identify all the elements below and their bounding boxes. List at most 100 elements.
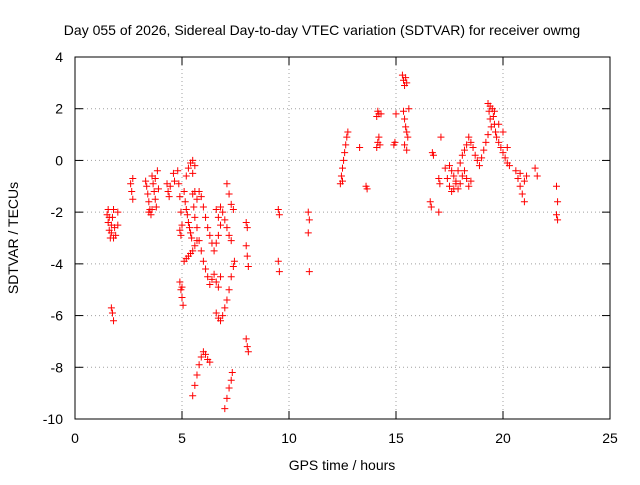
data-point — [242, 335, 250, 343]
data-point — [305, 268, 313, 276]
data-point — [182, 206, 190, 214]
data-point — [242, 242, 250, 250]
data-point — [197, 247, 205, 255]
data-point — [403, 128, 411, 136]
data-point — [435, 208, 443, 216]
data-point — [437, 133, 445, 141]
data-point — [229, 206, 237, 214]
data-point — [473, 156, 481, 164]
data-point — [242, 218, 250, 226]
data-point — [166, 182, 174, 190]
data-point — [391, 138, 399, 146]
data-point — [363, 185, 371, 193]
data-point — [195, 361, 203, 369]
data-point — [305, 216, 313, 224]
data-point — [217, 317, 225, 325]
x-tick-label: 0 — [71, 430, 79, 446]
data-point — [514, 175, 522, 183]
data-point — [244, 348, 252, 356]
data-point — [212, 239, 220, 247]
data-point — [337, 172, 345, 180]
data-point — [150, 187, 158, 195]
data-point — [197, 193, 205, 201]
data-point — [191, 162, 199, 170]
data-point — [176, 278, 184, 286]
data-point — [189, 247, 197, 255]
data-point — [227, 237, 235, 245]
data-point — [435, 175, 443, 183]
data-point — [210, 247, 218, 255]
data-point — [214, 213, 222, 221]
data-point — [274, 206, 282, 214]
data-point — [436, 180, 444, 188]
data-point — [467, 177, 475, 185]
data-point — [401, 115, 409, 123]
data-point — [221, 216, 229, 224]
data-point — [493, 133, 501, 141]
data-point — [460, 146, 468, 154]
data-point — [304, 208, 312, 216]
data-point — [441, 164, 449, 172]
data-point — [399, 107, 407, 115]
data-point — [512, 167, 520, 175]
data-point — [214, 231, 222, 239]
data-point — [145, 198, 153, 206]
data-point — [180, 187, 188, 195]
data-point — [187, 229, 195, 237]
data-point — [454, 185, 462, 193]
x-axis-label: GPS time / hours — [289, 457, 396, 473]
data-point — [175, 180, 183, 188]
data-point — [503, 144, 511, 151]
data-point — [403, 79, 411, 87]
data-point — [454, 167, 462, 175]
data-point — [229, 262, 237, 270]
data-point — [465, 133, 473, 141]
data-point — [202, 350, 210, 358]
data-point — [456, 180, 464, 188]
data-point — [492, 128, 500, 136]
data-point — [478, 154, 486, 162]
data-point — [212, 206, 220, 214]
data-point — [197, 353, 205, 361]
data-point — [153, 167, 161, 175]
data-point — [533, 172, 541, 180]
y-tick-label: -10 — [43, 411, 63, 427]
data-point — [375, 133, 383, 141]
data-point — [339, 177, 346, 185]
data-point — [243, 224, 251, 232]
data-point — [148, 206, 156, 214]
data-point — [523, 172, 531, 180]
data-point — [129, 175, 137, 183]
data-point — [429, 151, 437, 159]
data-point — [193, 195, 201, 203]
data-point — [214, 283, 222, 291]
data-point — [191, 242, 199, 250]
data-point — [184, 164, 192, 172]
data-point — [212, 278, 220, 286]
data-point — [244, 262, 252, 270]
x-tick-label: 20 — [495, 430, 511, 446]
data-point — [221, 304, 229, 312]
data-point — [339, 164, 346, 172]
data-point — [516, 182, 524, 190]
data-point — [191, 381, 199, 389]
data-point — [484, 131, 492, 139]
data-point — [223, 224, 231, 232]
data-point — [208, 275, 216, 283]
data-point — [169, 169, 177, 177]
data-point — [274, 257, 282, 265]
data-point — [450, 172, 458, 180]
data-point — [149, 180, 157, 188]
data-point — [516, 169, 524, 177]
data-point — [458, 151, 466, 159]
data-point — [275, 268, 283, 276]
data-point — [376, 141, 384, 149]
data-point — [202, 265, 210, 273]
data-point — [505, 162, 513, 170]
data-point — [179, 301, 187, 309]
data-point — [128, 187, 136, 195]
data-point — [497, 144, 505, 151]
data-point — [104, 206, 112, 214]
